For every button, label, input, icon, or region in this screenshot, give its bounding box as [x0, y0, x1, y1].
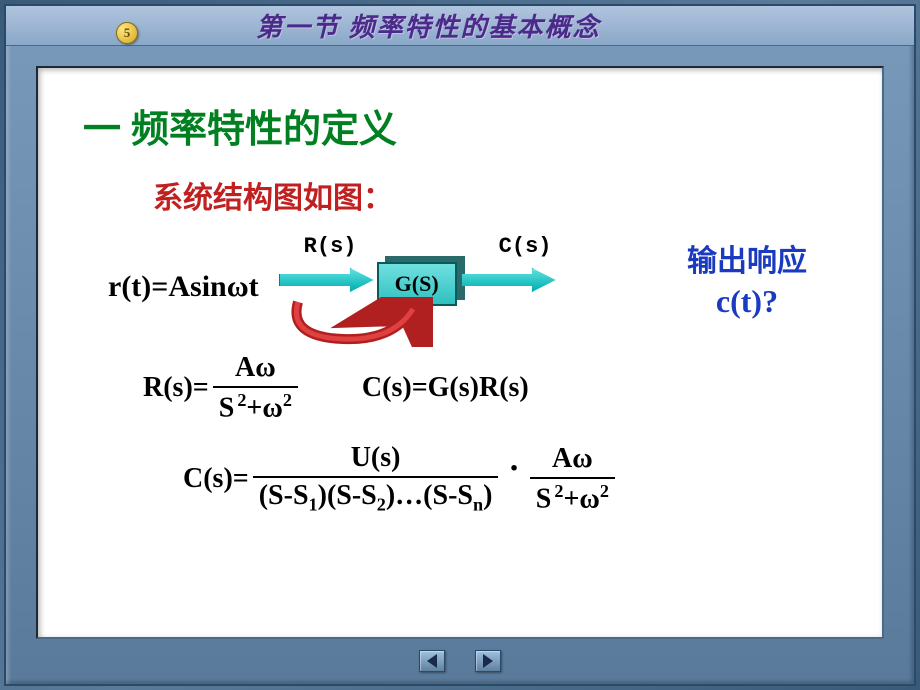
content-area: 一 频率特性的定义 系统结构图如图： r(t)=Asinωt R(s) C(s)… — [36, 66, 884, 639]
cs-denominator-1: (S-S1)(S-S2)…(S-Sn) — [253, 480, 499, 516]
output-response: 输出响应 c(t)? — [687, 242, 807, 323]
arrow-in-icon — [279, 268, 374, 292]
header-title: 第一节 频率特性的基本概念 — [256, 7, 601, 44]
fraction-line — [213, 386, 298, 388]
mult-dot: · — [508, 450, 519, 488]
output-ct: c(t)? — [716, 283, 778, 319]
page-number-badge: 5 — [116, 22, 138, 44]
page-number: 5 — [124, 25, 131, 41]
cs-denominator-2: S2+ω2 — [530, 481, 615, 515]
fraction-line — [530, 477, 615, 479]
rs-numerator: Aω — [229, 352, 282, 384]
cs-fraction-2: Aω S2+ω2 — [530, 443, 615, 515]
cs-equals-gr: C(s)=G(s)R(s) — [362, 372, 529, 404]
subtitle: 系统结构图如图： — [153, 173, 837, 217]
cs-numerator-1: U(s) — [345, 442, 407, 474]
formula-row-2: C(s)= U(s) (S-S1)(S-S2)…(S-Sn) · Aω S2+ω… — [83, 442, 837, 516]
rs-fraction: Aω S2+ω2 — [213, 352, 298, 424]
rs-lhs: R(s)= — [143, 372, 209, 404]
rs-denominator: S2+ω2 — [213, 390, 298, 424]
title-bar: 5 第一节 频率特性的基本概念 — [6, 6, 914, 46]
rs-label: R(s) — [304, 234, 357, 259]
block-diagram: r(t)=Asinωt R(s) C(s) G(S) — [83, 242, 837, 332]
cs-lhs: C(s)= — [183, 463, 249, 495]
block-label: G(S) — [395, 271, 439, 297]
slide-frame: 5 第一节 频率特性的基本概念 一 频率特性的定义 系统结构图如图： r(t)=… — [4, 4, 916, 686]
nav-bar — [6, 646, 914, 676]
section-heading: 一 频率特性的定义 — [83, 98, 837, 153]
cs-label: C(s) — [499, 234, 552, 259]
curve-arrow-icon — [283, 297, 433, 347]
arrow-out-icon — [461, 268, 556, 292]
next-icon — [483, 654, 493, 668]
next-button[interactable] — [475, 650, 501, 672]
prev-button[interactable] — [419, 650, 445, 672]
formula-row-1: R(s)= Aω S2+ω2 C(s)=G(s)R(s) — [83, 352, 837, 424]
prev-icon — [427, 654, 437, 668]
fraction-line — [253, 476, 499, 478]
section-title: 频率特性的定义 — [131, 98, 397, 153]
cs-fraction-1: U(s) (S-S1)(S-S2)…(S-Sn) — [253, 442, 499, 516]
section-number: 一 — [83, 98, 121, 153]
cs-numerator-2: Aω — [546, 443, 599, 475]
output-text-label: 输出响应 — [687, 245, 807, 278]
input-formula: r(t)=Asinωt — [108, 270, 259, 304]
